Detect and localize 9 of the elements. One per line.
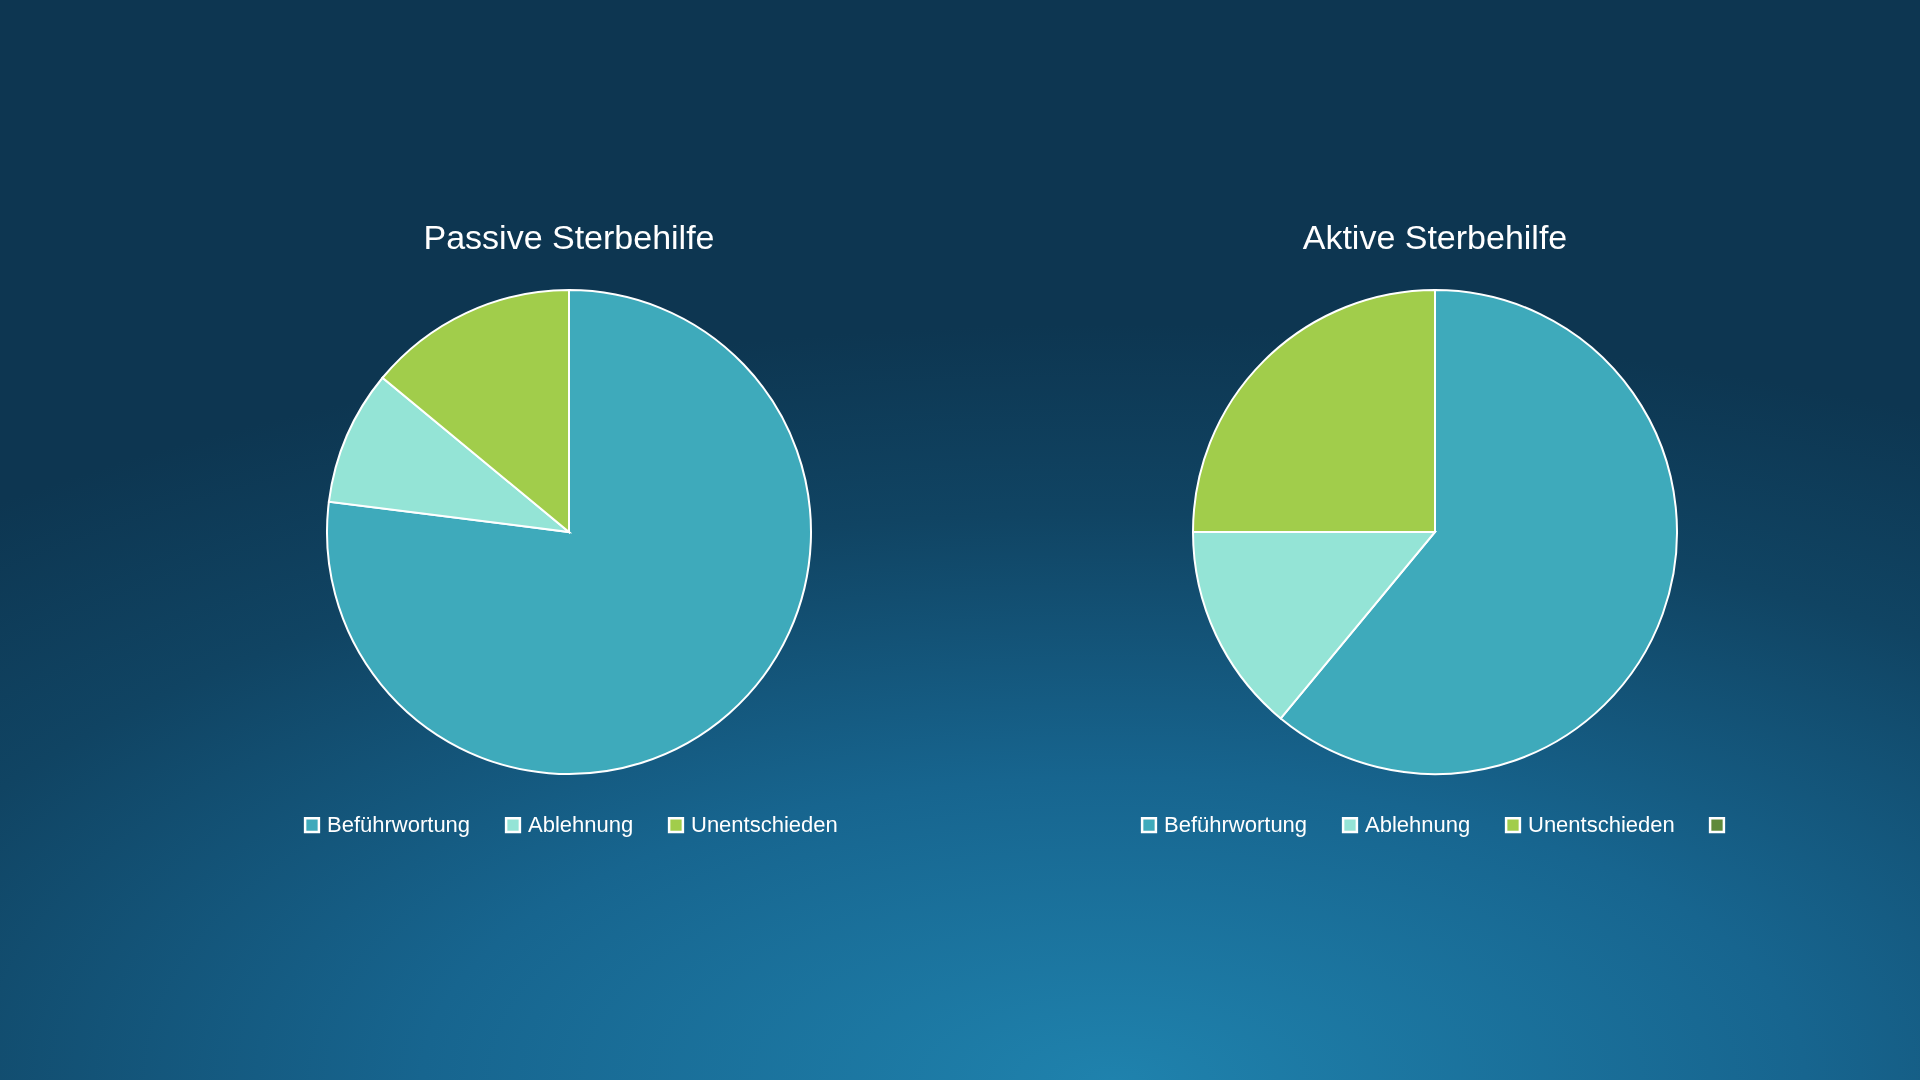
legend-label: Beführwortung — [1164, 812, 1308, 838]
legend-label: Unentschieden — [1528, 812, 1675, 838]
pie-slice — [326, 289, 812, 775]
legend-label: Ablehnung — [528, 812, 634, 838]
legend-label: Unentschieden — [691, 812, 838, 838]
legend-label: Ablehnung — [1365, 812, 1471, 838]
chart-title: Aktive Sterbehilfe — [1302, 218, 1568, 256]
legend-label: Beführwortung — [327, 812, 471, 838]
chart-title: Passive Sterbehilfe — [423, 218, 715, 256]
